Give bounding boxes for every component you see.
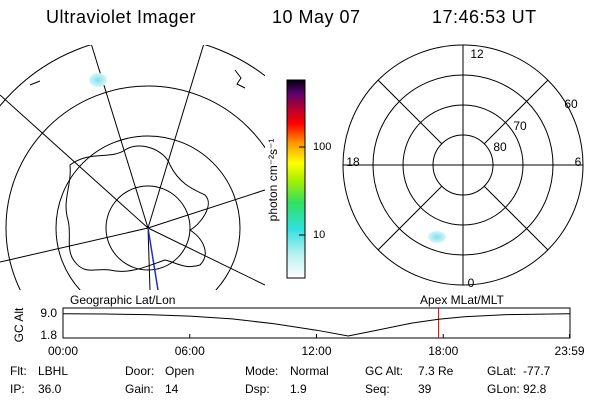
y-tick-label: 1.8 xyxy=(40,328,57,342)
status-value: Open xyxy=(165,364,194,378)
colorbar xyxy=(286,79,306,279)
altitude-line xyxy=(62,313,570,337)
x-tick-label: 23:59 xyxy=(555,344,585,358)
orbit-right-title: Apex MLat/MLT xyxy=(420,293,504,307)
lat-label: 60 xyxy=(564,97,578,111)
status-label: Gain: xyxy=(125,382,154,396)
x-tick-label: 12:00 xyxy=(301,344,331,358)
orbit-frame xyxy=(62,307,571,339)
status-value: Normal xyxy=(290,364,329,378)
mlt-label: 12 xyxy=(470,47,484,61)
colorbar-label: photon cm⁻²s⁻¹ xyxy=(266,139,280,222)
geographic-map xyxy=(0,45,265,290)
status-value: LBHL xyxy=(38,364,68,378)
mlt-label: 6 xyxy=(575,155,582,169)
x-tick-label: 00:00 xyxy=(48,344,78,358)
status-label: GLon: xyxy=(487,382,520,396)
lat-label: 70 xyxy=(513,119,527,133)
mlt-label: 0 xyxy=(468,276,475,290)
x-tick-label: 06:00 xyxy=(175,344,205,358)
status-value: 7.3 Re xyxy=(418,364,454,378)
lat-label: 80 xyxy=(493,140,507,154)
status-value: 92.8 xyxy=(523,382,547,396)
status-label: Door: xyxy=(125,364,154,378)
status-label: IP: xyxy=(10,382,25,396)
mlt-label: 18 xyxy=(346,155,360,169)
status-label: Seq: xyxy=(365,382,390,396)
orbit-left-title: Geographic Lat/Lon xyxy=(70,293,175,307)
time: 17:46:53 UT xyxy=(432,7,537,27)
status-label: Dsp: xyxy=(245,382,270,396)
status-value: 39 xyxy=(418,382,432,396)
colorbar-tick-label: 10 xyxy=(313,229,325,241)
colorbar-tick-label: 100 xyxy=(313,141,331,153)
status-value: 36.0 xyxy=(38,382,62,396)
status-label: Mode: xyxy=(245,364,278,378)
polar-plot xyxy=(342,44,584,286)
orbit-ylabel: GC Alt xyxy=(12,307,26,342)
x-tick-label: 18:00 xyxy=(428,344,458,358)
status-value: 14 xyxy=(165,382,179,396)
status-value: -77.7 xyxy=(523,364,551,378)
status-value: 1.9 xyxy=(290,382,307,396)
status-label: GLat: xyxy=(487,364,516,378)
status-label: Flt: xyxy=(10,364,27,378)
date: 10 May 07 xyxy=(272,7,361,27)
status-label: GC Alt: xyxy=(365,364,403,378)
title: Ultraviolet Imager xyxy=(46,7,196,27)
y-tick-label: 9.0 xyxy=(40,306,57,320)
